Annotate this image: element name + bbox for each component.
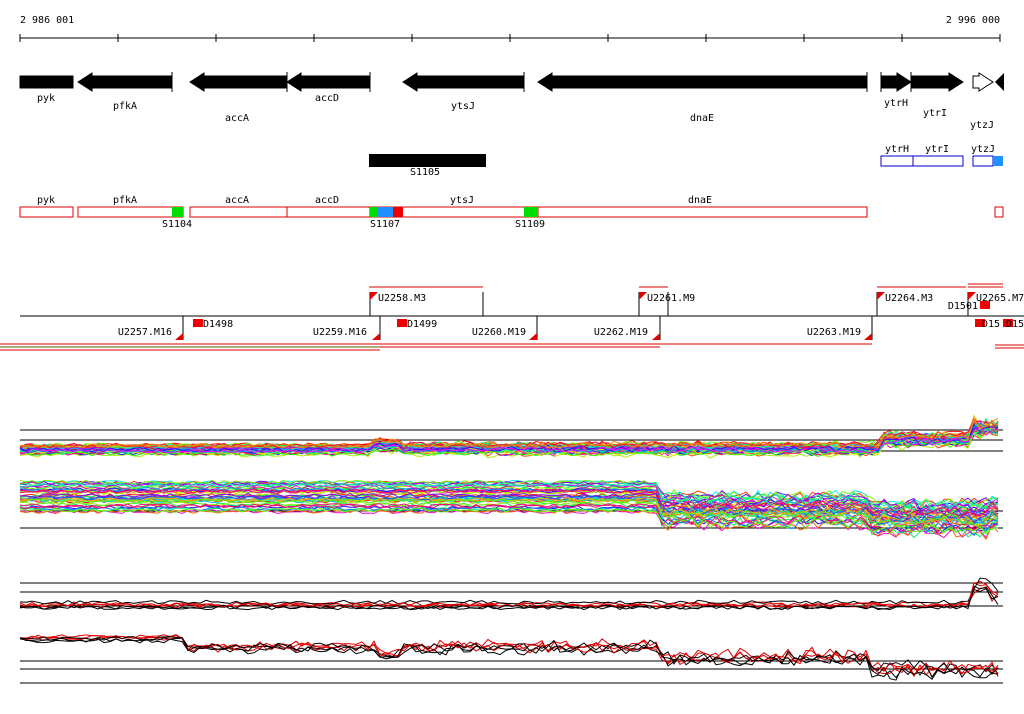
red-box bbox=[19, 206, 74, 218]
summary-trace bbox=[19, 636, 999, 679]
expression-trace bbox=[19, 507, 999, 535]
blue-box-label: ytrI bbox=[925, 144, 949, 155]
gene-arrow bbox=[189, 72, 288, 92]
red-box-label: accD bbox=[315, 195, 339, 206]
site-block bbox=[378, 207, 393, 217]
unit-label: U2259.M16 bbox=[313, 327, 367, 338]
expression-trace bbox=[19, 494, 999, 525]
gene-arrow bbox=[995, 73, 1004, 91]
gene-arrow bbox=[537, 72, 868, 92]
gene-label: accD bbox=[315, 93, 339, 104]
expression-trace bbox=[19, 498, 999, 528]
segment-bar bbox=[369, 154, 486, 167]
expression-trace bbox=[20, 429, 999, 457]
unit-label: U2258.M3 bbox=[378, 293, 426, 304]
red-box-label: pyk bbox=[37, 195, 55, 206]
deletion-label: D15 bbox=[982, 319, 1000, 330]
summary-trace bbox=[19, 585, 999, 611]
site-label: S1104 bbox=[162, 219, 192, 230]
deletion-box bbox=[193, 319, 203, 327]
gene-arrow bbox=[972, 72, 994, 92]
gene-label: pyk bbox=[37, 93, 55, 104]
gene-label: ytrI bbox=[923, 108, 947, 119]
segment-label: S1105 bbox=[410, 167, 440, 178]
expression-trace bbox=[19, 496, 999, 527]
deletion-label: D1501 bbox=[948, 301, 978, 312]
blue-fill bbox=[993, 156, 1003, 166]
unit-flag bbox=[864, 333, 872, 340]
expression-trace bbox=[20, 501, 999, 532]
site-block bbox=[393, 207, 403, 217]
unit-label: U2265.M7 bbox=[976, 293, 1024, 304]
unit-label: U2262.M19 bbox=[594, 327, 648, 338]
expression-trace bbox=[19, 495, 999, 528]
gene-label: dnaE bbox=[690, 113, 714, 124]
expression-trace bbox=[19, 488, 999, 518]
site-label: S1109 bbox=[515, 219, 545, 230]
deletion-box bbox=[397, 319, 407, 327]
unit-label: U2263.M19 bbox=[807, 327, 861, 338]
ruler-start: 2 986 001 bbox=[20, 15, 74, 26]
site-block bbox=[172, 207, 183, 217]
gene-label: ytrH bbox=[884, 98, 908, 109]
unit-flag bbox=[877, 292, 885, 300]
gene-label: pfkA bbox=[113, 101, 137, 112]
expression-trace bbox=[19, 488, 999, 518]
blue-box-label: ytzJ bbox=[971, 144, 995, 155]
deletion-box bbox=[975, 319, 985, 327]
gene-label: accA bbox=[225, 113, 249, 124]
deletion-label: D1499 bbox=[407, 319, 437, 330]
unit-label: U2264.M3 bbox=[885, 293, 933, 304]
unit-label: U2261.M9 bbox=[647, 293, 695, 304]
red-box-label: accA bbox=[225, 195, 249, 206]
deletion-box bbox=[1003, 319, 1013, 327]
summary-trace bbox=[19, 588, 999, 610]
unit-flag bbox=[372, 333, 380, 340]
expression-trace bbox=[19, 489, 999, 519]
red-box bbox=[994, 206, 1004, 218]
deletion-label: D15 bbox=[1006, 319, 1024, 330]
gene-arrow bbox=[77, 72, 173, 92]
unit-flag bbox=[529, 333, 537, 340]
summary-trace bbox=[19, 638, 999, 679]
summary-trace bbox=[19, 582, 999, 607]
expression-trace bbox=[19, 425, 999, 454]
unit-label: U2257.M16 bbox=[118, 327, 172, 338]
unit-label: U2260.M19 bbox=[472, 327, 526, 338]
site-label: S1107 bbox=[370, 219, 400, 230]
expression-trace bbox=[19, 482, 999, 512]
deletion-box bbox=[980, 301, 990, 309]
gene-arrow bbox=[402, 72, 525, 92]
summary-trace bbox=[19, 577, 999, 605]
expression-trace bbox=[19, 503, 999, 533]
gene-arrow bbox=[19, 75, 74, 89]
blue-box-label: ytrH bbox=[885, 144, 909, 155]
unit-flag bbox=[639, 292, 647, 300]
gene-arrow bbox=[286, 72, 371, 92]
unit-flag bbox=[370, 292, 378, 300]
red-box-label: pfkA bbox=[113, 195, 137, 206]
expression-trace bbox=[19, 418, 999, 450]
blue-box bbox=[912, 155, 964, 167]
ruler-end: 2 996 000 bbox=[946, 15, 1000, 26]
site-block bbox=[370, 207, 378, 217]
gene-label: ytzJ bbox=[970, 120, 994, 131]
gene-label: ytsJ bbox=[451, 101, 475, 112]
unit-flag bbox=[652, 333, 660, 340]
site-block bbox=[524, 207, 538, 217]
deletion-label: D1498 bbox=[203, 319, 233, 330]
unit-flag bbox=[968, 292, 976, 300]
red-box-label: ytsJ bbox=[450, 195, 474, 206]
unit-flag bbox=[175, 333, 183, 340]
red-box-label: dnaE bbox=[688, 195, 712, 206]
